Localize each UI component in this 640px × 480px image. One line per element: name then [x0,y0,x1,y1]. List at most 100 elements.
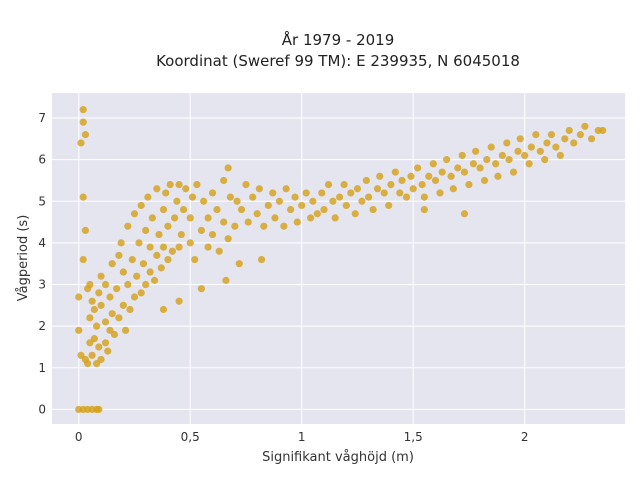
data-point [492,160,500,168]
data-point [108,310,116,318]
data-point [139,260,148,268]
data-point [307,214,315,222]
data-point [532,131,540,139]
data-point [130,293,139,301]
data-point [222,276,230,284]
data-point [166,180,174,189]
data-point [213,205,221,214]
data-point [233,197,241,205]
data-point [291,193,299,201]
data-point [84,360,92,368]
data-point [224,235,232,243]
data-point [396,189,404,197]
data-point [398,176,406,185]
data-point [552,143,560,151]
data-point [153,251,161,259]
data-point [110,330,119,339]
data-point [476,164,484,172]
data-point [95,343,103,351]
data-point [95,405,103,414]
data-point [414,164,422,172]
data-point [369,205,377,214]
data-point [173,197,181,205]
data-point [509,168,518,176]
data-point [137,289,145,297]
data-point [128,255,136,264]
data-point [220,218,228,226]
data-point [79,255,87,264]
data-point [487,143,495,151]
data-point [224,164,232,172]
data-point [391,168,399,176]
data-point [171,214,179,222]
data-point [438,168,446,176]
data-points [75,106,607,414]
data-point [197,285,205,293]
data-point [480,176,489,185]
data-point [320,205,328,214]
data-point [347,189,355,197]
data-point [204,243,212,251]
data-point [182,185,190,193]
chart-title-line-2: Koordinat (Sweref 99 TM): E 239935, N 60… [156,52,520,70]
data-point [599,126,607,135]
x-tick-label: 1,5 [404,430,423,444]
y-axis-ticks: 0 1 2 3 4 5 6 7 [38,111,46,416]
data-point [505,156,513,164]
data-point [331,214,339,222]
data-point [119,301,127,309]
data-point [159,205,168,214]
y-axis-label: Vågperiod (s) [16,215,31,302]
data-point [449,185,457,193]
data-point [115,251,123,259]
data-point [402,193,411,201]
data-point [124,222,132,230]
data-point [208,230,217,239]
data-point [460,210,469,218]
data-point [581,122,589,130]
data-point [436,189,444,197]
data-point [373,185,382,193]
y-tick-label: 0 [38,402,46,416]
data-point [101,280,110,289]
y-tick-label: 4 [38,236,46,250]
y-tick-label: 6 [38,153,46,167]
plot-area [52,93,625,424]
data-point [536,147,544,155]
data-point [293,218,301,226]
data-point [101,318,110,326]
data-point [208,189,217,197]
data-point [420,193,428,201]
data-point [220,176,228,185]
data-point [164,255,172,264]
y-tick-label: 1 [38,361,46,375]
data-point [286,205,295,214]
data-point [498,151,506,160]
data-point [186,239,194,247]
data-point [547,131,556,139]
data-point [86,280,94,289]
data-point [516,135,524,143]
y-tick-label: 5 [38,194,46,208]
data-point [79,106,87,114]
data-point [353,185,362,193]
x-tick-label: 1 [298,430,306,444]
data-point [148,214,156,222]
data-point [460,168,469,176]
data-point [275,197,284,205]
data-point [576,131,585,139]
data-point [108,260,116,268]
data-point [521,151,529,160]
data-point [150,276,159,284]
data-point [77,139,85,147]
data-point [565,126,573,135]
data-point [420,205,428,214]
data-point [244,218,252,226]
data-point [376,172,384,180]
data-point [101,339,110,347]
data-point [130,210,139,218]
data-point [324,180,333,189]
data-point [447,172,455,180]
data-point [358,197,366,205]
